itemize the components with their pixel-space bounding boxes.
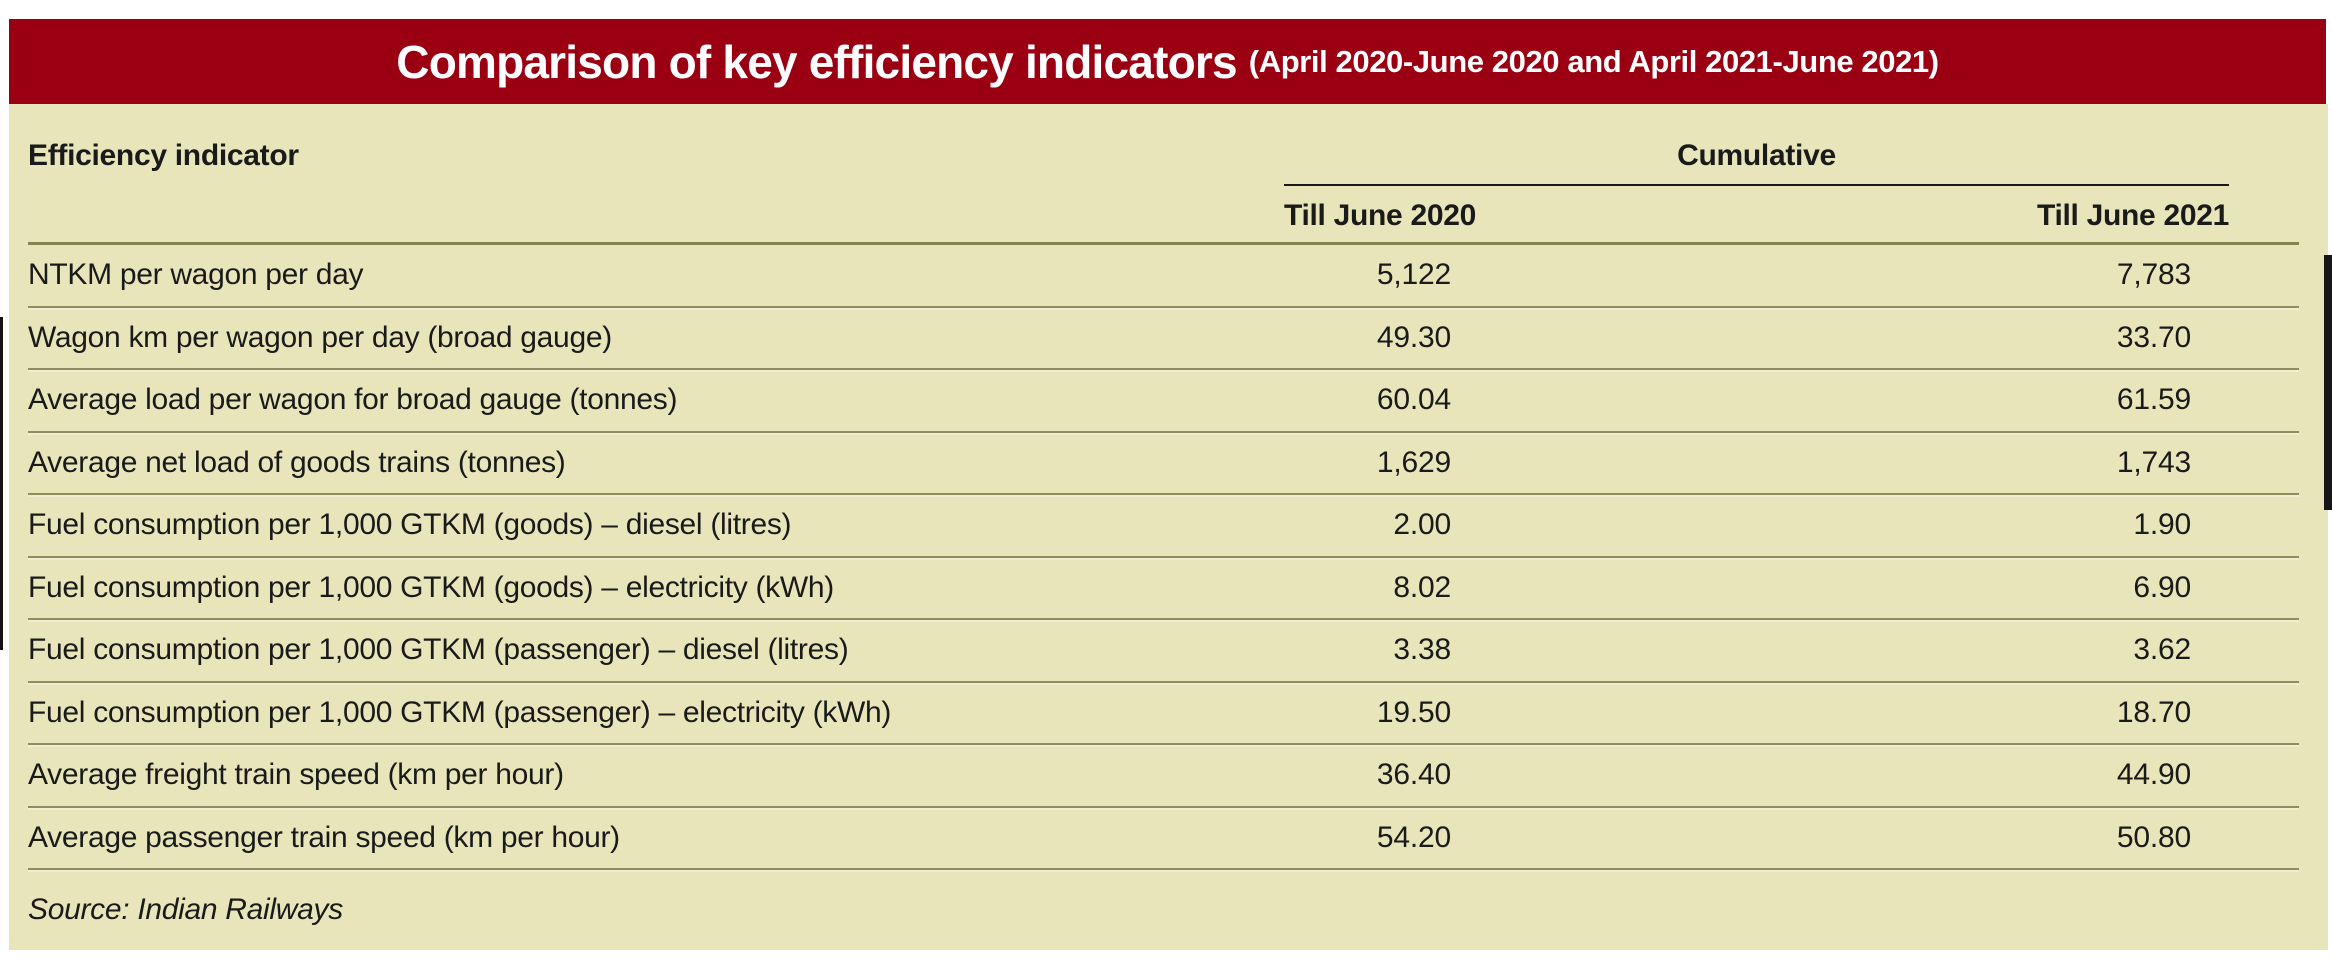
title-band: Comparison of key efficiency indicators … [9, 19, 2326, 104]
column-header-till-june-2021: Till June 2021 [2036, 199, 2229, 232]
indicator-cell: Fuel consumption per 1,000 GTKM (passeng… [28, 633, 849, 667]
table-row: Fuel consumption per 1,000 GTKM (goods) … [28, 495, 2299, 558]
table-sheet: Efficiency indicator Cumulative Till Jun… [9, 104, 2328, 950]
value-till-june-2020-cell: 1,629 [1376, 445, 1451, 479]
value-till-june-2020-cell: 8.02 [1393, 570, 1451, 604]
table-body: NTKM per wagon per day 5,122 7,783 Wagon… [28, 245, 2299, 870]
indicator-cell: NTKM per wagon per day [28, 258, 364, 292]
column-header-till-june-2020: Till June 2020 [1284, 199, 1477, 232]
value-till-june-2020-cell: 3.38 [1393, 633, 1451, 667]
table-row: Average load per wagon for broad gauge (… [28, 370, 2299, 433]
indicator-cell: Average net load of goods trains (tonnes… [28, 445, 566, 479]
value-till-june-2020-cell: 36.40 [1376, 758, 1451, 792]
value-till-june-2020-cell: 19.50 [1376, 695, 1451, 729]
chart-subtitle: (April 2020-June 2020 and April 2021-Jun… [1248, 43, 1939, 79]
chart-title: Comparison of key efficiency indicators [396, 35, 1237, 88]
indicator-cell: Average load per wagon for broad gauge (… [28, 383, 678, 417]
value-till-june-2021-cell: 18.70 [2116, 695, 2191, 729]
scrollbar-thumb[interactable] [2324, 255, 2332, 510]
table-row: Fuel consumption per 1,000 GTKM (passeng… [28, 683, 2299, 745]
table-header: Efficiency indicator Cumulative Till Jun… [28, 104, 2299, 245]
table-row: Fuel consumption per 1,000 GTKM (goods) … [28, 558, 2299, 620]
value-till-june-2021-cell: 6.90 [2133, 570, 2191, 604]
indicator-cell: Fuel consumption per 1,000 GTKM (goods) … [28, 570, 834, 604]
value-till-june-2020-cell: 2.00 [1393, 508, 1451, 542]
table-row: Wagon km per wagon per day (broad gauge)… [28, 308, 2299, 370]
indicator-cell: Wagon km per wagon per day (broad gauge) [28, 320, 612, 354]
table-row: Average passenger train speed (km per ho… [28, 808, 2299, 870]
indicator-cell: Fuel consumption per 1,000 GTKM (passeng… [28, 695, 892, 729]
table-row: Fuel consumption per 1,000 GTKM (passeng… [28, 620, 2299, 683]
source-row: Source: Indian Railways [28, 870, 2299, 950]
indicator-cell: Average passenger train speed (km per ho… [28, 820, 620, 854]
value-till-june-2021-cell: 61.59 [2116, 383, 2191, 417]
value-till-june-2020-cell: 54.20 [1376, 820, 1451, 854]
value-till-june-2021-cell: 50.80 [2116, 820, 2191, 854]
value-till-june-2020-cell: 5,122 [1376, 258, 1451, 292]
table-row: NTKM per wagon per day 5,122 7,783 [28, 245, 2299, 308]
column-header-indicator: Efficiency indicator [28, 139, 299, 172]
value-till-june-2021-cell: 3.62 [2133, 633, 2191, 667]
value-till-june-2021-cell: 33.70 [2116, 320, 2191, 354]
screen-left-edge-artifact [0, 317, 3, 650]
value-till-june-2021-cell: 1.90 [2133, 508, 2191, 542]
value-till-june-2020-cell: 60.04 [1376, 383, 1451, 417]
value-till-june-2020-cell: 49.30 [1376, 320, 1451, 354]
value-till-june-2021-cell: 7,783 [2116, 258, 2191, 292]
value-till-june-2021-cell: 44.90 [2116, 758, 2191, 792]
indicator-cell: Fuel consumption per 1,000 GTKM (goods) … [28, 508, 792, 542]
cumulative-column-group: Cumulative Till June 2020 Till June 2021 [1284, 138, 2229, 234]
value-till-june-2021-cell: 1,743 [2116, 445, 2191, 479]
table-row: Average freight train speed (km per hour… [28, 745, 2299, 808]
indicator-cell: Average freight train speed (km per hour… [28, 758, 564, 792]
source-note: Source: Indian Railways [28, 893, 343, 926]
table-row: Average net load of goods trains (tonnes… [28, 433, 2299, 495]
column-group-label: Cumulative [1284, 138, 2229, 186]
